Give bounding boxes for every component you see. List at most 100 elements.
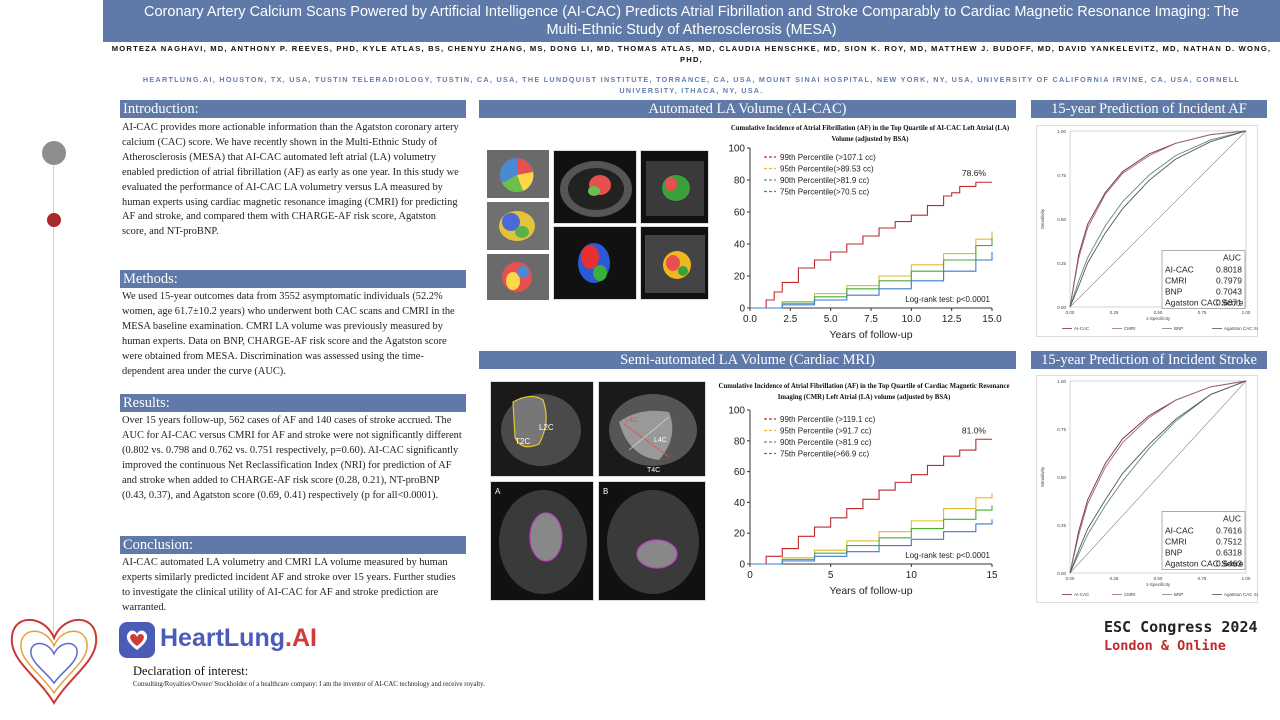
label-l2c: L2C <box>539 423 554 432</box>
auc-row-value: 0.7512 <box>1216 537 1242 547</box>
x-tick-label: 0 <box>747 570 753 581</box>
y-tick-label: 0.00 <box>1057 571 1066 576</box>
y-axis-label: Sensitivity <box>1040 466 1045 487</box>
ct-scan-icon <box>646 161 704 216</box>
y-tick-label: 0.25 <box>1057 261 1066 266</box>
final-value-annotation: 78.6% <box>962 168 987 178</box>
plot-area <box>1069 380 1247 574</box>
ct-axial-slice <box>553 150 637 224</box>
y-axis-label: Sensitivity <box>1040 208 1045 229</box>
label-t4c: T4C <box>647 467 660 474</box>
x-tick-label: 0.50 <box>1154 310 1163 315</box>
x-tick-label: 0.00 <box>1066 310 1075 315</box>
legend-label-0: 99th Percentile (>107.1 cc) <box>780 153 876 162</box>
timeline-line <box>53 165 54 635</box>
x-tick-label: 10 <box>906 570 918 581</box>
auc-header: AUC <box>1223 514 1241 524</box>
x-tick-label: 10.0 <box>902 314 922 325</box>
label-l4c: L4C <box>625 417 638 424</box>
ct-sagittal-slice <box>640 150 709 224</box>
roc-legend-label: Agatston CAC Score <box>1224 592 1258 597</box>
label-b: B <box>603 487 608 496</box>
poster-authors: MORTEZA NAGHAVI, MD, ANTHONY P. REEVES, … <box>111 44 1272 64</box>
x-tick-label: 1.00 <box>1242 310 1251 315</box>
auc-row-name: BNP <box>1165 287 1183 297</box>
legend-label-1: 95th Percentile(>89.53 cc) <box>780 165 874 174</box>
roc-curve-1 <box>1069 130 1247 308</box>
roc-chart-stroke: 0.00 0.25 0.50 0.75 1.00 0.00 0.25 0.50 0.75 1.00… <box>1036 375 1258 603</box>
heart-3d-icon <box>578 243 610 283</box>
x-axis-label: 1-Specificity <box>1146 582 1171 587</box>
timeline-dot-red <box>47 213 61 227</box>
y-tick-label: 0.75 <box>1057 173 1066 178</box>
heartlung-logo-text: HeartLung.AI <box>160 624 317 652</box>
x-tick-label: 1.00 <box>1242 576 1251 581</box>
introduction-text: AI-CAC provides more actionable informat… <box>122 122 459 238</box>
roc-legend-label: AI-CAC <box>1074 326 1090 331</box>
y-tick-label: 100 <box>728 144 745 155</box>
label-t2c: T2C <box>515 437 530 446</box>
ct-3d-render <box>553 226 637 300</box>
auc-table-box <box>1161 250 1246 309</box>
auc-row-name: BNP <box>1165 548 1183 558</box>
series-line-1 <box>750 493 993 565</box>
y-tick-label: 80 <box>734 436 746 447</box>
x-tick-label: 0.00 <box>1066 576 1075 581</box>
roc-curve-2 <box>1069 380 1247 574</box>
km-chart-cmri-title: Cumulative Incidence of Atrial Fibrillat… <box>718 383 1010 401</box>
label-l4c-2: L4C <box>654 437 667 444</box>
panel-heading-aicac: Automated LA Volume (AI-CAC) <box>479 100 1016 118</box>
auc-row-value: 0.6318 <box>1216 548 1242 558</box>
roc-chart-af: 0.00 0.25 0.50 0.75 1.00 0.00 0.25 0.50 0.75 1.00… <box>1036 125 1258 337</box>
mri-2-chamber: T2C L2C <box>490 381 594 477</box>
series-line-2 <box>750 237 993 309</box>
roc-legend-label: AI-CAC <box>1074 592 1090 597</box>
x-axis-label: 1-Specificity <box>1146 316 1171 321</box>
mri-scan-icon: B <box>603 487 699 594</box>
legend-label-3: 75th Percentile(>66.9 cc) <box>780 450 869 459</box>
series-line-0 <box>750 438 992 565</box>
segmentation-icon <box>502 262 532 292</box>
y-tick-label: 0.00 <box>1057 305 1066 310</box>
results-text: Over 15 years follow-up, 562 cases of AF… <box>122 415 462 501</box>
roc-curve-3 <box>1069 130 1247 308</box>
panel-heading-roc-stroke: 15-year Prediction of Incident Stroke <box>1031 351 1267 369</box>
km-chart-aicac: 0 20 40 60 80 100 0.0 2.5 5.0 7.5 10.0 12.5 15.0 Year… <box>728 144 1002 342</box>
declaration-title: Declaration of interest: <box>133 664 249 678</box>
heart-outline-decoration-icon <box>10 618 98 705</box>
poster-title: Coronary Artery Calcium Scans Powered by… <box>103 0 1280 42</box>
diagonal-reference <box>1069 380 1247 574</box>
label-a: A <box>495 487 501 496</box>
y-tick-label: 20 <box>734 529 746 540</box>
y-tick-label: 40 <box>734 498 746 509</box>
y-tick-label: 60 <box>734 467 746 478</box>
roc-curve-2 <box>1069 130 1247 308</box>
x-axis-label: Years of follow-up <box>829 329 912 341</box>
x-tick-label: 15.0 <box>982 314 1002 325</box>
y-tick-label: 40 <box>734 240 746 251</box>
panel-heading-roc-af: 15-year Prediction of Incident AF <box>1031 100 1267 118</box>
series-line-2 <box>750 505 993 565</box>
y-tick-label: 0.25 <box>1057 523 1066 528</box>
introduction-heading: Introduction: <box>120 100 466 118</box>
x-tick-label: 2.5 <box>783 314 797 325</box>
series-line-3 <box>750 252 993 309</box>
conclusion-heading: Conclusion: <box>120 536 466 554</box>
x-tick-label: 0.75 <box>1198 576 1207 581</box>
final-value-annotation: 81.0% <box>962 425 987 435</box>
km-chart-aicac-title: Cumulative Incidence of Atrial Fibrillat… <box>730 125 1010 143</box>
declaration-text: Consulting/Royalties/Owner/ Stockholder … <box>133 681 485 688</box>
mri-scan-icon: A <box>495 487 587 594</box>
x-tick-label: 15 <box>986 570 998 581</box>
esc-congress-badge: ESC Congress 2024 London & Online <box>1104 618 1258 654</box>
auc-row-value: 0.7043 <box>1216 287 1242 297</box>
x-tick-label: 0.50 <box>1154 576 1163 581</box>
poster-affiliations: HEARTLUNG.AI, HOUSTON, TX, USA, TUSTIN T… <box>142 75 1241 95</box>
y-tick-label: 0 <box>739 304 745 315</box>
roc-legend-label: BNP <box>1174 592 1183 597</box>
methods-text: We used 15-year outcomes data from 3552 … <box>122 291 455 377</box>
y-tick-label: 1.00 <box>1057 129 1066 134</box>
ct-thumb-3 <box>487 254 549 300</box>
results-heading: Results: <box>120 394 466 412</box>
panel-heading-cmri: Semi-automated LA Volume (Cardiac MRI) <box>479 351 1016 369</box>
